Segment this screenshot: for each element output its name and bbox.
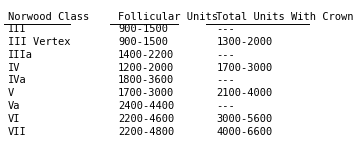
Text: 1300-2000: 1300-2000 xyxy=(216,37,273,47)
Text: 1700-3000: 1700-3000 xyxy=(216,63,273,73)
Text: ---: --- xyxy=(216,24,235,34)
Text: 2200-4600: 2200-4600 xyxy=(118,114,174,124)
Text: ---: --- xyxy=(216,50,235,60)
Text: Total Units With Crown: Total Units With Crown xyxy=(216,12,354,22)
Text: IV: IV xyxy=(8,63,20,73)
Text: 900-1500: 900-1500 xyxy=(118,37,168,47)
Text: IIIa: IIIa xyxy=(8,50,33,60)
Text: 4000-6600: 4000-6600 xyxy=(216,127,273,137)
Text: 1400-2200: 1400-2200 xyxy=(118,50,174,60)
Text: 2200-4800: 2200-4800 xyxy=(118,127,174,137)
Text: 900-1500: 900-1500 xyxy=(118,24,168,34)
Text: 1200-2000: 1200-2000 xyxy=(118,63,174,73)
Text: Norwood Class: Norwood Class xyxy=(8,12,89,22)
Text: 2100-4000: 2100-4000 xyxy=(216,88,273,98)
Text: 1700-3000: 1700-3000 xyxy=(118,88,174,98)
Text: V: V xyxy=(8,88,14,98)
Text: Follicular Units: Follicular Units xyxy=(118,12,218,22)
Text: ---: --- xyxy=(216,101,235,111)
Text: ---: --- xyxy=(216,75,235,86)
Text: 3000-5600: 3000-5600 xyxy=(216,114,273,124)
Text: 1800-3600: 1800-3600 xyxy=(118,75,174,86)
Text: III Vertex: III Vertex xyxy=(8,37,70,47)
Text: III: III xyxy=(8,24,26,34)
Text: VI: VI xyxy=(8,114,20,124)
Text: IVa: IVa xyxy=(8,75,26,86)
Text: 2400-4400: 2400-4400 xyxy=(118,101,174,111)
Text: Va: Va xyxy=(8,101,20,111)
Text: VII: VII xyxy=(8,127,26,137)
